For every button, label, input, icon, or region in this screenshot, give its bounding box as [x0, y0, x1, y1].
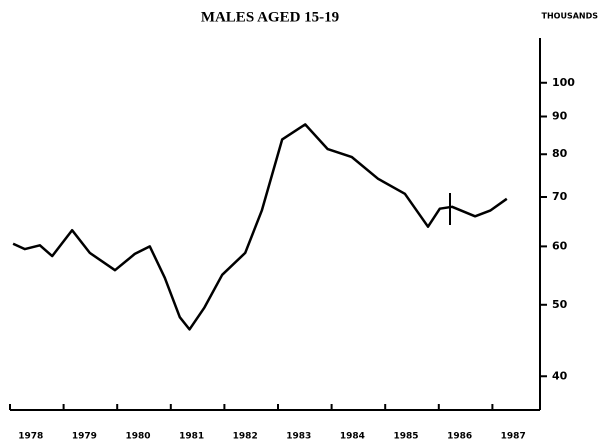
y-tick-label: 60	[552, 239, 568, 252]
x-tick-label: 1987	[501, 432, 526, 442]
x-tick-label: 1980	[125, 432, 150, 442]
y-unit-label: THOUSANDS	[542, 12, 599, 21]
x-tick-label: 1985	[393, 432, 418, 442]
data-line	[12, 123, 508, 331]
x-tick-label: 1984	[340, 432, 365, 442]
y-tick-label: 40	[552, 369, 568, 382]
x-tick-label: 1982	[233, 432, 258, 442]
y-tick-label: 70	[552, 190, 568, 203]
y-tick-label: 80	[552, 147, 568, 160]
x-tick-label: 1979	[72, 432, 97, 442]
x-tick-label: 1986	[447, 432, 472, 442]
y-tick-label: 90	[552, 110, 568, 123]
chart-title: MALES AGED 15-19	[201, 9, 339, 25]
y-tick-label: 50	[552, 298, 568, 311]
x-tick-label: 1983	[286, 432, 311, 442]
x-tick-label: 1978	[18, 432, 43, 442]
x-tick-label: 1981	[179, 432, 204, 442]
y-tick-label: 100	[552, 76, 575, 89]
